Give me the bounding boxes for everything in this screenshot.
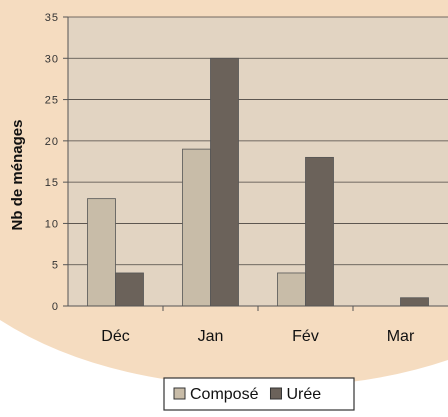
bar-urée	[400, 297, 429, 307]
bar-urée	[115, 272, 144, 307]
y-tick-label: 25	[45, 95, 59, 107]
legend: Composé Urée	[163, 377, 355, 411]
gridlines	[68, 16, 448, 266]
y-axis-label: Nb de ménages	[9, 120, 26, 231]
x-tick-label: Mar	[387, 328, 415, 345]
bar-composé	[182, 148, 211, 307]
plot-area	[68, 17, 448, 306]
legend-box	[163, 377, 355, 411]
bars	[87, 57, 429, 307]
x-axis-ticks: Déc Jan Fév Mar	[101, 306, 415, 345]
y-tick-label: 35	[45, 12, 59, 24]
y-tick-label: 5	[52, 260, 59, 272]
bar-urée	[305, 156, 334, 307]
y-tick-label: 20	[45, 136, 59, 148]
bar-urée	[210, 57, 239, 307]
y-tick-label: 10	[45, 218, 59, 230]
legend-label: Composé	[190, 386, 259, 403]
x-tick-label: Fév	[292, 328, 319, 345]
y-axis-ticks: 0 5 10 15 20 25 30 35	[45, 12, 68, 313]
y-tick-label: 0	[52, 301, 59, 313]
x-tick-label: Jan	[198, 328, 224, 345]
y-tick-label: 15	[45, 177, 59, 189]
y-tick-label: 30	[45, 53, 59, 65]
legend-label: Urée	[286, 386, 321, 403]
bar-composé	[87, 198, 116, 307]
legend-swatch-urée	[269, 387, 282, 400]
legend-swatch-composé	[173, 387, 186, 400]
bar-composé	[277, 272, 306, 307]
x-tick-label: Déc	[101, 328, 129, 345]
